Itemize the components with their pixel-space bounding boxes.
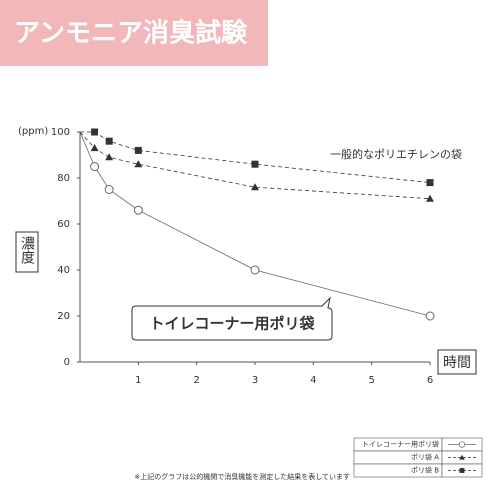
y-tick-label: 100 bbox=[51, 127, 70, 138]
marker bbox=[91, 128, 99, 136]
x-label: 時間 bbox=[443, 355, 471, 371]
y-unit: (ppm) bbox=[18, 126, 48, 137]
footnote: ※上記のグラフは公的機関で消臭機能を測定した結果を表しています bbox=[134, 472, 350, 481]
series-line bbox=[79, 131, 431, 317]
legend-label: ポリ袋 B bbox=[411, 466, 439, 475]
marker bbox=[426, 194, 434, 202]
marker bbox=[104, 185, 114, 194]
marker bbox=[105, 153, 114, 161]
marker bbox=[90, 144, 99, 152]
marker bbox=[90, 162, 100, 171]
legend-label: トイレコーナー用ポリ袋 bbox=[362, 440, 439, 449]
marker bbox=[134, 160, 143, 168]
x-tick-label: 4 bbox=[310, 375, 316, 386]
marker bbox=[458, 441, 466, 448]
marker bbox=[459, 454, 465, 460]
x-tick-label: 3 bbox=[252, 375, 258, 386]
marker bbox=[459, 468, 465, 473]
plot bbox=[79, 128, 435, 321]
y-tick-label: 80 bbox=[57, 173, 70, 184]
y-tick-label: 20 bbox=[57, 311, 70, 322]
x-label-box bbox=[437, 349, 477, 375]
marker bbox=[425, 311, 435, 321]
marker bbox=[250, 265, 260, 275]
title-banner bbox=[0, 0, 268, 66]
marker bbox=[133, 205, 143, 215]
y-label-box bbox=[15, 231, 39, 273]
series-line bbox=[79, 131, 431, 200]
marker bbox=[105, 137, 113, 145]
x-tick-label: 2 bbox=[193, 375, 199, 386]
y-tick-label: 40 bbox=[57, 265, 70, 276]
callout-box bbox=[131, 296, 333, 341]
y-label: 濃度 bbox=[19, 236, 35, 264]
x-tick-label: 6 bbox=[427, 375, 433, 386]
chart-title: アンモニア消臭試験 bbox=[14, 18, 248, 49]
y-tick-label: 0 bbox=[64, 357, 70, 368]
x-tick-label: 5 bbox=[368, 375, 374, 386]
y-tick-label: 60 bbox=[57, 219, 70, 230]
marker bbox=[251, 183, 259, 191]
marker bbox=[251, 160, 259, 168]
marker bbox=[426, 179, 434, 187]
x-tick-label: 1 bbox=[135, 375, 141, 386]
marker bbox=[134, 146, 142, 154]
annotation: トイレコーナー用ポリ袋 bbox=[149, 315, 315, 333]
legend-label: ポリ袋 A bbox=[411, 453, 439, 462]
annotation: 一般的なポリエチレンの袋 bbox=[330, 147, 462, 161]
